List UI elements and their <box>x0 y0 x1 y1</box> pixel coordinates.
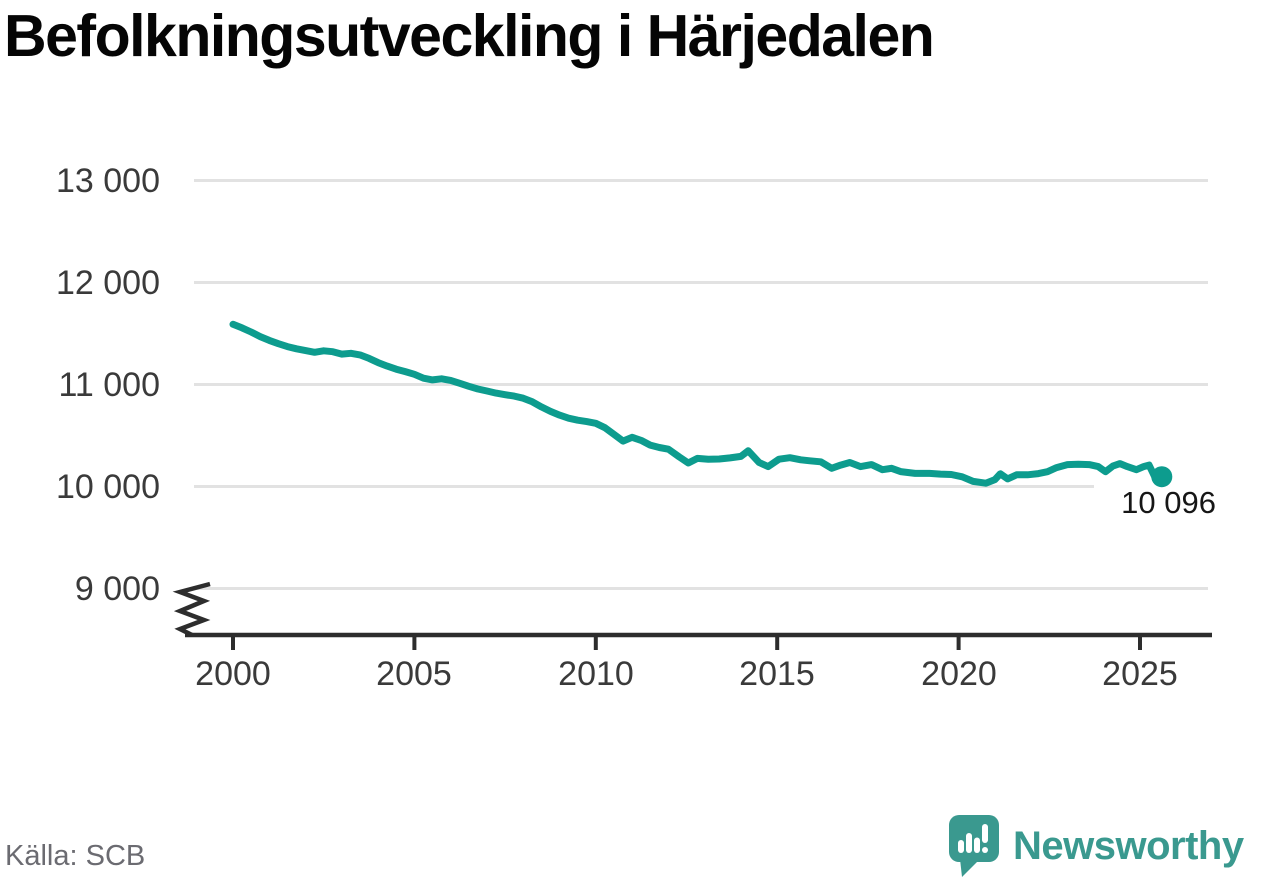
x-tick-label: 2015 <box>739 655 815 693</box>
x-tick-label: 2005 <box>376 655 452 693</box>
end-point-dot <box>1151 466 1173 488</box>
annotation-halo <box>1094 481 1222 522</box>
source-label: Källa: SCB <box>5 840 146 872</box>
newsworthy-logo: Newsworthy <box>949 814 1261 878</box>
speech-bubble <box>949 815 999 862</box>
exclamation-dot-icon <box>982 847 988 853</box>
newsworthy-icon <box>949 815 999 877</box>
y-tick-label: 11 000 <box>58 366 160 404</box>
y-tick-label: 10 000 <box>56 468 160 506</box>
chart-title: Befolkningsutveckling i Härjedalen <box>4 3 935 69</box>
x-tick-label: 2020 <box>921 655 997 693</box>
speech-bubble-tail <box>960 859 978 877</box>
population-line <box>229 320 1166 487</box>
end-value-label: 10 096 <box>1121 485 1216 520</box>
bar-icon <box>974 837 980 853</box>
axis-break-zigzag <box>172 581 211 638</box>
y-tick-label: 9 000 <box>74 570 160 608</box>
x-tick-label: 2025 <box>1102 655 1178 693</box>
bar-icon <box>966 833 972 853</box>
newsworthy-wordmark: Newsworthy <box>1013 824 1244 868</box>
y-tick-label: 13 000 <box>56 162 160 200</box>
x-tick-label: 2010 <box>558 655 634 693</box>
exclamation-bar-icon <box>982 824 988 843</box>
x-tick-label: 2000 <box>195 655 271 693</box>
bar-icon <box>958 840 964 853</box>
y-tick-label: 12 000 <box>56 264 160 302</box>
